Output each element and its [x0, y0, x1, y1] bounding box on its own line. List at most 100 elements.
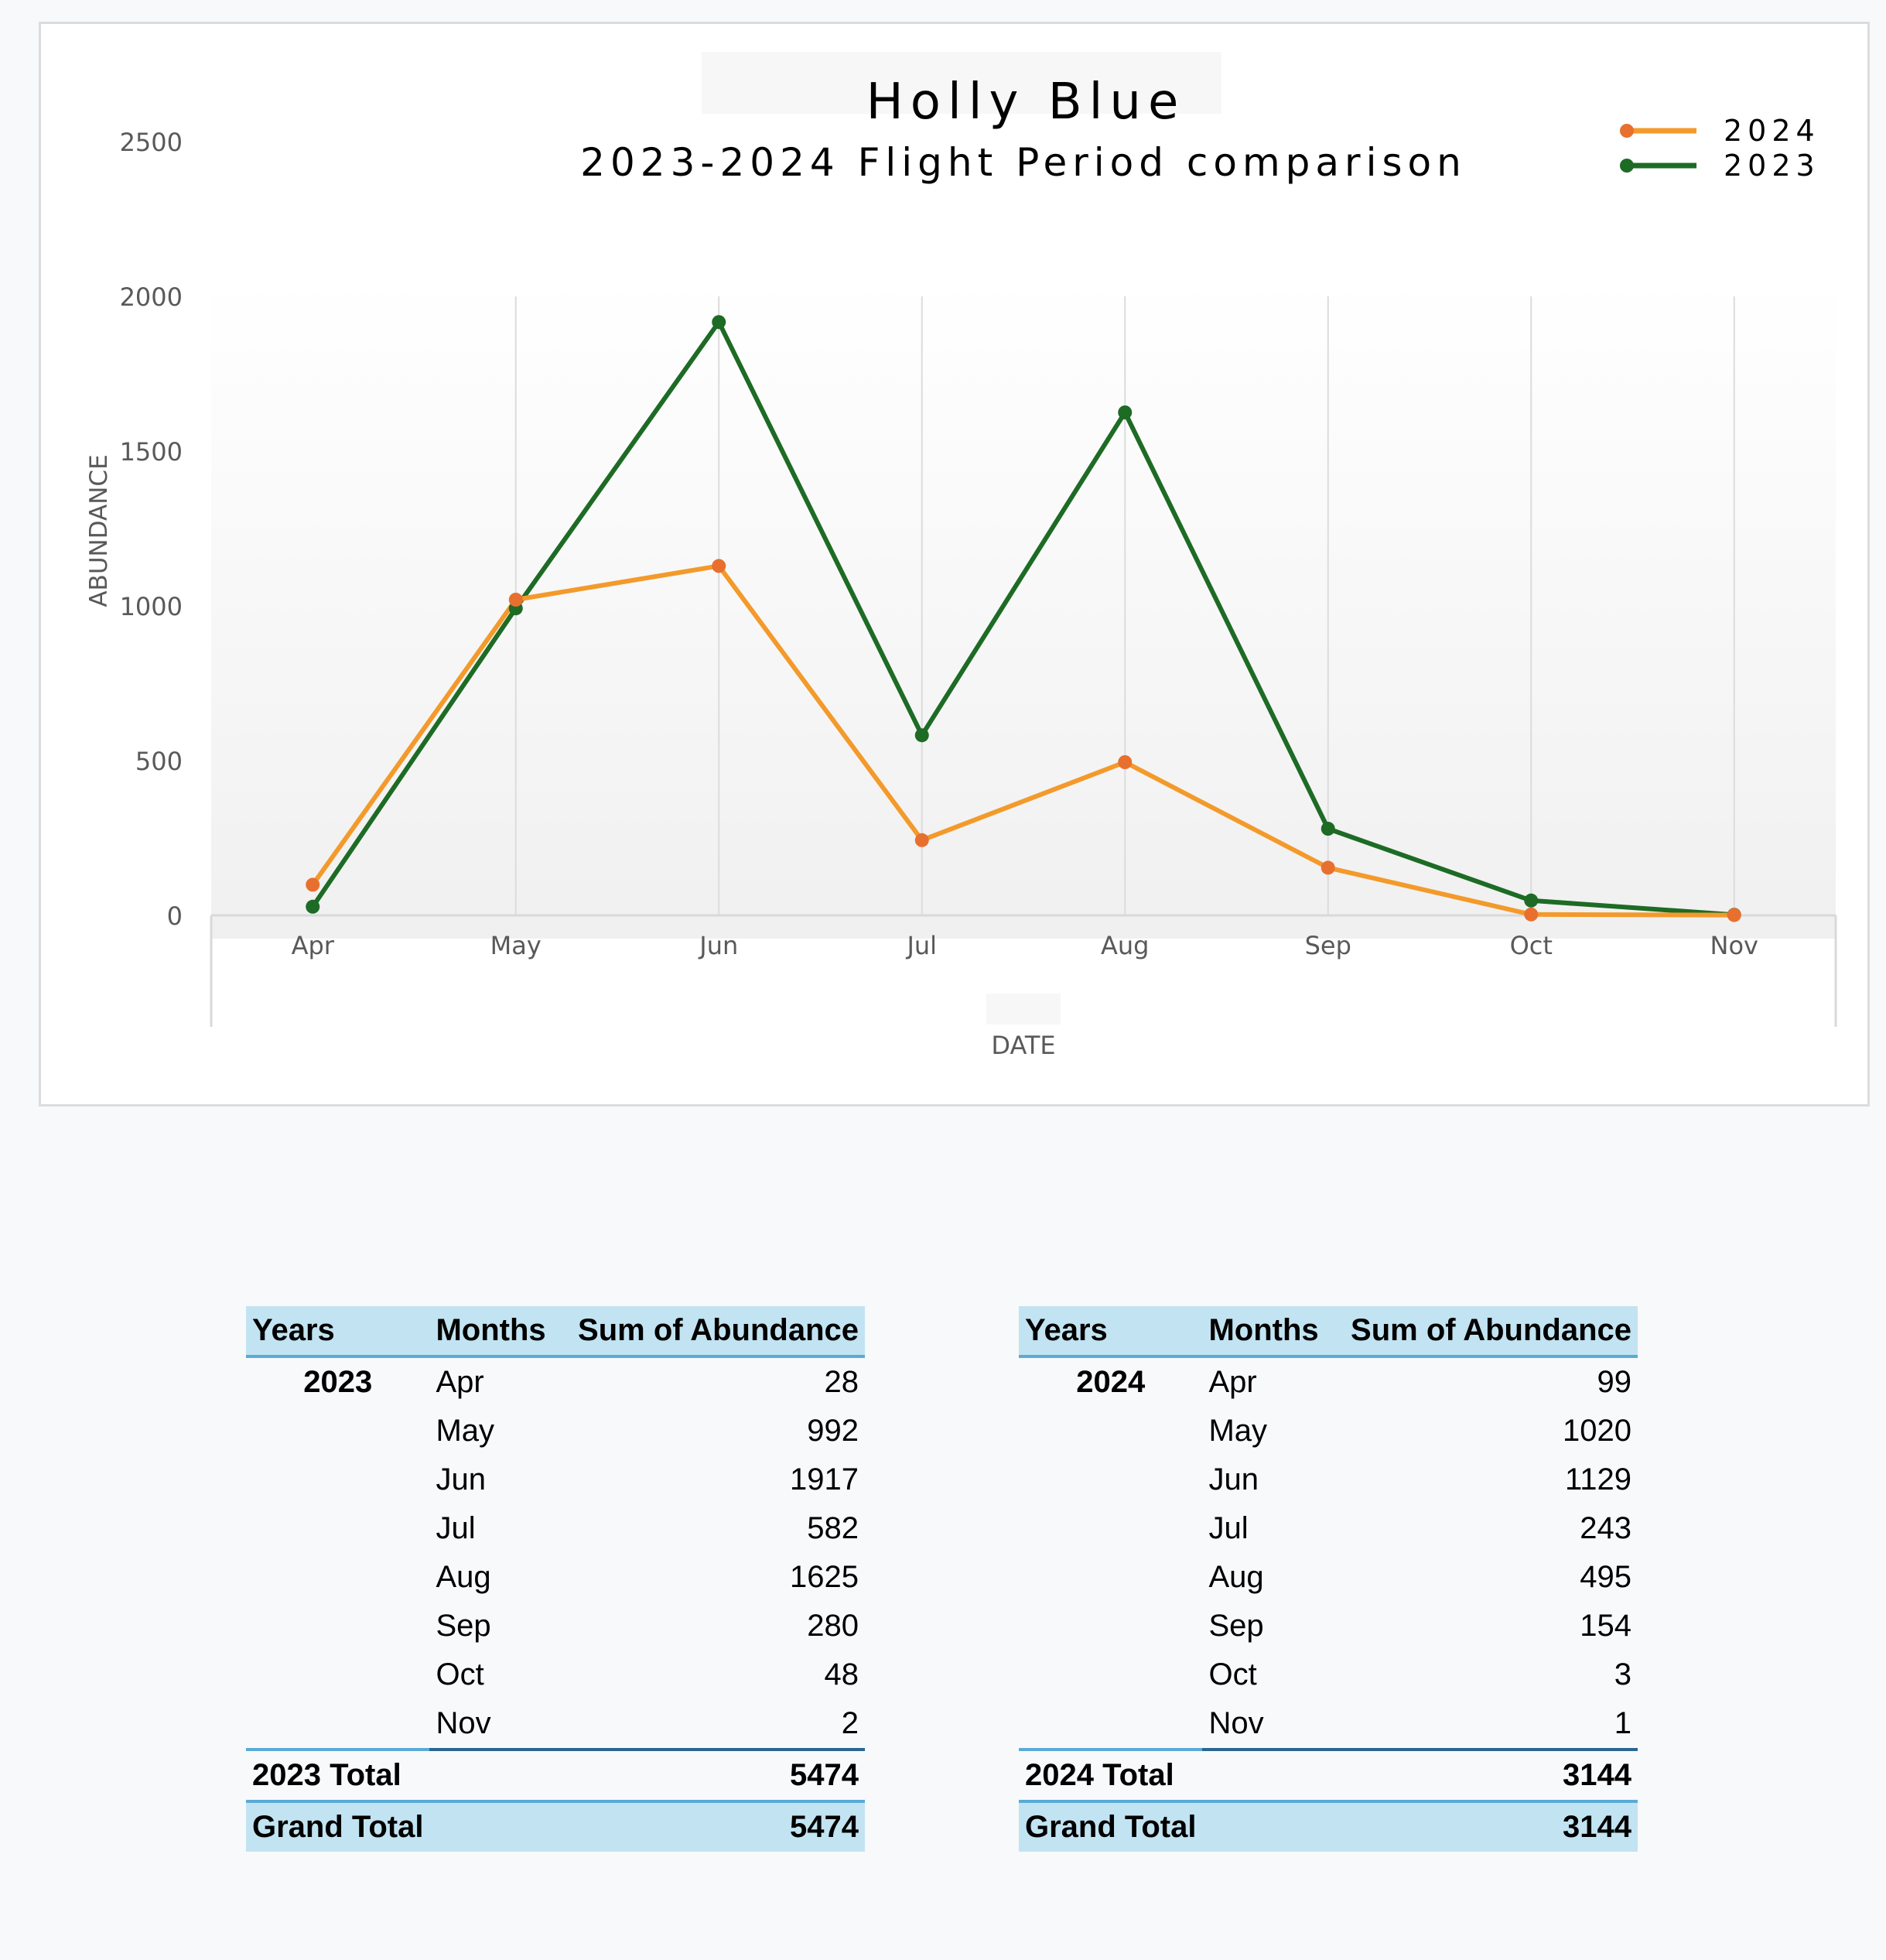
data-point-2024	[1727, 908, 1741, 922]
table-row: May 1020	[1019, 1407, 1638, 1455]
subtotal-value: 3144	[1344, 1748, 1638, 1801]
plot-background	[211, 279, 1836, 939]
series-line-2024	[310, 563, 1734, 918]
table-row: Jun 1129	[1019, 1455, 1638, 1504]
data-point-2024	[1321, 860, 1335, 875]
empty-cell	[246, 1455, 429, 1504]
pivot-table-2023: Years Months Sum of Abundance 2023 Apr 28 M…	[246, 1306, 865, 1852]
x-axis-label: DATE	[991, 1031, 1055, 1060]
value-cell: 1917	[790, 1462, 859, 1497]
table-row: 2024 Apr 99	[1019, 1356, 1638, 1407]
empty-cell	[429, 1748, 572, 1801]
empty-cell	[1019, 1602, 1202, 1650]
value-cell: 99	[1597, 1365, 1632, 1399]
line-chart: Holly Blue 2023-2024 Flight Period compa…	[85, 52, 1837, 1060]
month-cell: Oct	[1208, 1657, 1257, 1691]
chart-subtitle: 2023-2024 Flight Period comparison	[580, 140, 1467, 185]
data-point-2023	[306, 899, 320, 914]
table-row: May 992	[246, 1407, 865, 1455]
subtotal-label: 2023 Total	[246, 1748, 430, 1801]
value-cell: 48	[824, 1657, 859, 1691]
axes: 0 500 1000 1500 2000 2500 Apr May Jun Jul Aug Sep Oc…	[120, 128, 1837, 1027]
month-cell: Jul	[436, 1511, 476, 1545]
x-tick-label: Jul	[905, 931, 937, 960]
month-cell: Oct	[436, 1657, 484, 1691]
table-row: Oct 3	[1019, 1650, 1638, 1699]
y-tick-label: 2500	[120, 128, 183, 157]
pivot-table-2024: Years Months Sum of Abundance 2024 Apr 99 M…	[1019, 1306, 1638, 1852]
x-tick-label: May	[490, 931, 542, 960]
empty-cell	[1019, 1699, 1202, 1750]
y-tick-label: 1000	[120, 592, 183, 621]
table-row: Aug 1625	[246, 1553, 865, 1602]
empty-cell	[246, 1602, 429, 1650]
empty-cell	[429, 1800, 572, 1852]
value-cell: 28	[824, 1365, 859, 1399]
month-cell: May	[1208, 1414, 1268, 1448]
data-point-2024	[1118, 755, 1133, 769]
month-cell: Jun	[436, 1462, 486, 1497]
value-cell: 243	[1580, 1511, 1631, 1545]
empty-cell	[1019, 1650, 1202, 1699]
table-row: Jul 243	[1019, 1504, 1638, 1553]
data-point-2023	[1524, 893, 1539, 908]
header-sum: Sum of Abundance	[1344, 1306, 1638, 1358]
month-cell: Sep	[1208, 1609, 1264, 1643]
grand-total-row: Grand Total 5474	[246, 1800, 865, 1852]
data-point-2023	[914, 728, 929, 743]
month-cell: Jun	[1208, 1462, 1259, 1497]
empty-cell	[246, 1504, 429, 1553]
value-cell: 2	[841, 1706, 859, 1740]
month-cell: Nov	[1208, 1706, 1264, 1740]
table-row: Jun 1917	[246, 1455, 865, 1504]
gridlines	[514, 296, 1735, 915]
data-point-2024	[712, 559, 726, 573]
table-row: Nov 2	[246, 1699, 865, 1750]
legend-label-2023: 2023	[1724, 149, 1820, 183]
series-line-2023	[310, 320, 1734, 918]
data-point-2023	[712, 315, 726, 330]
empty-cell	[1019, 1407, 1202, 1455]
x-tick-label: Oct	[1510, 931, 1553, 960]
grand-total-label: Grand Total	[246, 1800, 430, 1852]
legend-marker-2024	[1620, 124, 1634, 138]
value-cell: 3	[1614, 1657, 1631, 1691]
table-row: Sep 154	[1019, 1602, 1638, 1650]
table-row: Oct 48	[246, 1650, 865, 1699]
subtotal-row: 2023 Total 5474	[246, 1748, 865, 1801]
y-tick-label: 1500	[120, 437, 183, 467]
x-tick-label: Nov	[1710, 931, 1758, 960]
grand-total-value: 5474	[572, 1800, 865, 1852]
chart-title: Holly Blue	[866, 74, 1186, 131]
empty-cell	[246, 1553, 429, 1602]
value-cell: 1	[1614, 1706, 1631, 1740]
month-cell: Sep	[436, 1609, 491, 1643]
x-tick-label: Jun	[698, 931, 738, 960]
month-cell: Nov	[436, 1706, 491, 1740]
month-cell: Aug	[1208, 1560, 1264, 1594]
empty-cell	[1019, 1553, 1202, 1602]
grand-total-label: Grand Total	[1019, 1800, 1203, 1852]
month-cell: Apr	[436, 1365, 484, 1399]
y-tick-label: 0	[167, 901, 183, 931]
subtotal-label: 2024 Total	[1019, 1748, 1203, 1801]
year-cell: 2024	[1076, 1365, 1146, 1399]
month-cell: May	[436, 1414, 495, 1448]
month-cell: Apr	[1208, 1365, 1257, 1399]
header-sum: Sum of Abundance	[572, 1306, 865, 1358]
table-row: Aug 495	[1019, 1553, 1638, 1602]
pivot-header-row: Years Months Sum of Abundance	[246, 1306, 865, 1358]
header-months: Months	[429, 1306, 572, 1358]
data-point-2023	[1118, 405, 1133, 419]
value-cell: 1020	[1563, 1414, 1631, 1448]
data-point-2024	[914, 833, 929, 847]
value-cell: 154	[1580, 1609, 1631, 1643]
header-years: Years	[1019, 1306, 1203, 1358]
empty-cell	[1202, 1748, 1345, 1801]
value-cell: 1129	[1564, 1462, 1631, 1497]
table-row: 2023 Apr 28	[246, 1356, 865, 1407]
grand-total-row: Grand Total 3144	[1019, 1800, 1638, 1852]
value-cell: 1625	[790, 1560, 859, 1594]
data-point-2023	[1321, 822, 1335, 836]
empty-cell	[1019, 1455, 1202, 1504]
